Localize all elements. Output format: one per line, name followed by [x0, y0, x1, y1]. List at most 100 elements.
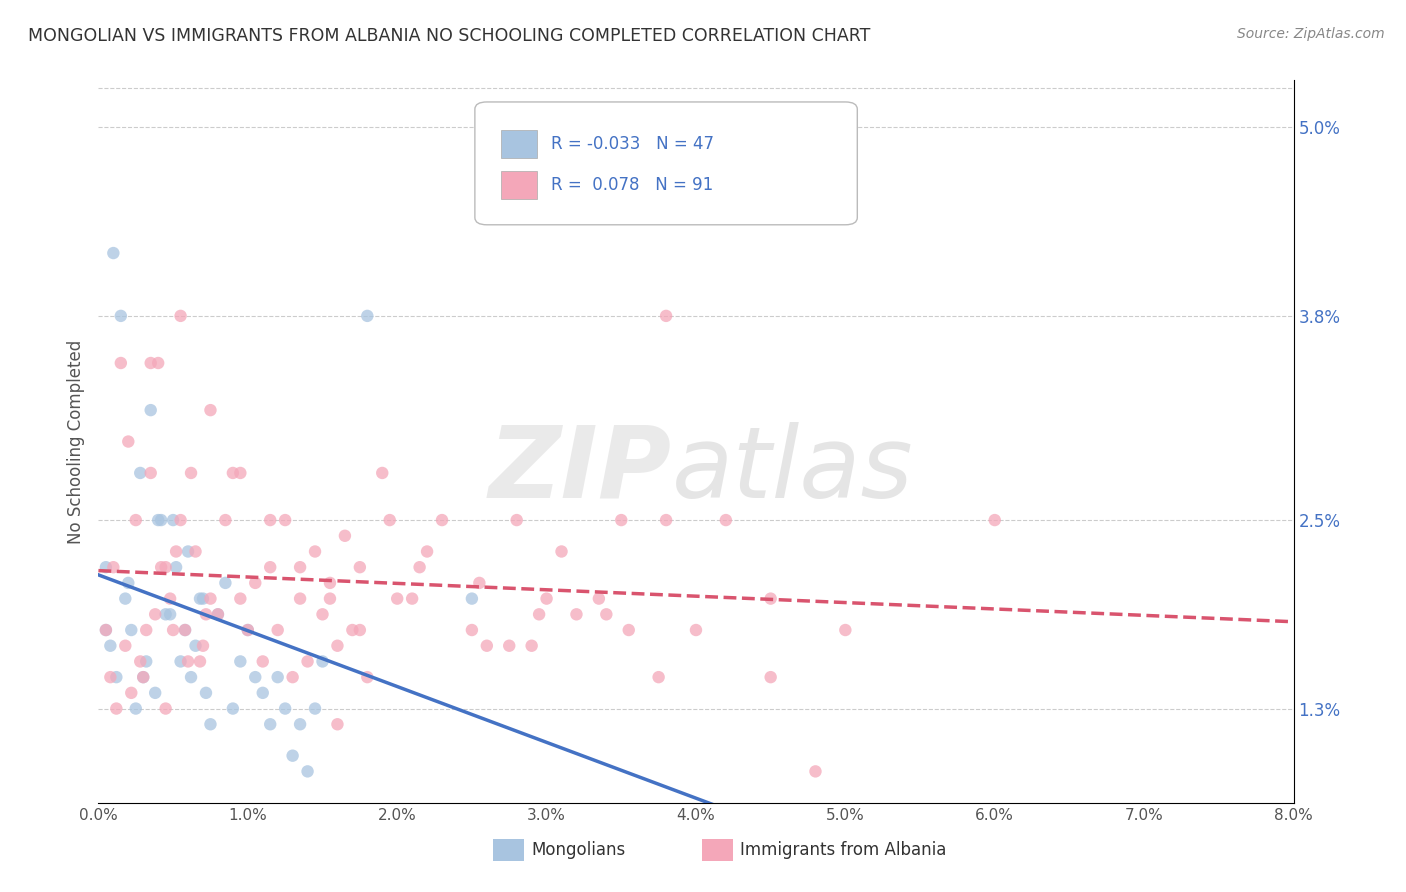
Point	[311, 607, 333, 622]
Point	[475, 639, 498, 653]
Point	[274, 701, 297, 715]
Point	[565, 607, 588, 622]
Point	[550, 544, 572, 558]
Point	[326, 639, 349, 653]
Point	[103, 246, 125, 260]
FancyBboxPatch shape	[475, 102, 858, 225]
Point	[333, 529, 356, 543]
Point	[527, 607, 550, 622]
Point	[150, 560, 173, 574]
Point	[245, 670, 267, 684]
Point	[177, 655, 200, 669]
Point	[319, 591, 342, 606]
Y-axis label: No Schooling Completed: No Schooling Completed	[66, 340, 84, 543]
Point	[120, 686, 142, 700]
Point	[229, 655, 252, 669]
Point	[506, 513, 529, 527]
Point	[267, 623, 290, 637]
Point	[655, 513, 678, 527]
Point	[281, 670, 304, 684]
Point	[207, 607, 229, 622]
Point	[617, 623, 640, 637]
Point	[148, 513, 170, 527]
Point	[267, 670, 290, 684]
Point	[150, 513, 173, 527]
Point	[207, 607, 229, 622]
Point	[342, 623, 364, 637]
Point	[94, 623, 117, 637]
Point	[114, 591, 136, 606]
Point	[200, 591, 222, 606]
Point	[520, 639, 543, 653]
Point	[110, 356, 132, 370]
Point	[274, 513, 297, 527]
Point	[184, 544, 207, 558]
Point	[588, 591, 610, 606]
Point	[245, 575, 267, 590]
Point	[155, 560, 177, 574]
Point	[117, 575, 139, 590]
Point	[177, 544, 200, 558]
Point	[169, 655, 191, 669]
Text: MONGOLIAN VS IMMIGRANTS FROM ALBANIA NO SCHOOLING COMPLETED CORRELATION CHART: MONGOLIAN VS IMMIGRANTS FROM ALBANIA NO …	[28, 27, 870, 45]
FancyBboxPatch shape	[494, 838, 524, 861]
Point	[180, 670, 202, 684]
Point	[655, 309, 678, 323]
Point	[188, 591, 211, 606]
Point	[214, 513, 236, 527]
Point	[356, 670, 378, 684]
Point	[162, 623, 184, 637]
Point	[288, 560, 311, 574]
Point	[371, 466, 394, 480]
Point	[229, 591, 252, 606]
Point	[148, 356, 170, 370]
Point	[132, 670, 155, 684]
Point	[229, 466, 252, 480]
Point	[114, 639, 136, 653]
Point	[759, 591, 782, 606]
Point	[155, 701, 177, 715]
Point	[311, 655, 333, 669]
Point	[304, 544, 326, 558]
Point	[288, 717, 311, 731]
Text: ZIP: ZIP	[489, 422, 672, 519]
Point	[349, 623, 371, 637]
Point	[595, 607, 617, 622]
Point	[349, 560, 371, 574]
Point	[461, 591, 484, 606]
Point	[129, 655, 152, 669]
Point	[139, 356, 162, 370]
Point	[759, 670, 782, 684]
Point	[647, 670, 669, 684]
Text: Immigrants from Albania: Immigrants from Albania	[740, 841, 946, 859]
Point	[125, 513, 148, 527]
Point	[536, 591, 558, 606]
Point	[155, 607, 177, 622]
Point	[297, 764, 319, 779]
Point	[984, 513, 1007, 527]
Point	[180, 466, 202, 480]
Point	[200, 717, 222, 731]
Text: atlas: atlas	[672, 422, 914, 519]
Point	[105, 670, 128, 684]
Point	[252, 686, 274, 700]
Point	[222, 466, 245, 480]
Point	[159, 591, 181, 606]
FancyBboxPatch shape	[702, 838, 733, 861]
Point	[304, 701, 326, 715]
Point	[143, 686, 166, 700]
Point	[200, 403, 222, 417]
Point	[135, 623, 157, 637]
Point	[120, 623, 142, 637]
Point	[416, 544, 439, 558]
Point	[468, 575, 491, 590]
FancyBboxPatch shape	[501, 130, 537, 158]
Point	[195, 607, 218, 622]
Point	[288, 591, 311, 606]
Point	[356, 309, 378, 323]
Point	[297, 655, 319, 669]
Point	[191, 639, 214, 653]
Point	[135, 655, 157, 669]
Point	[191, 591, 214, 606]
Point	[159, 607, 181, 622]
